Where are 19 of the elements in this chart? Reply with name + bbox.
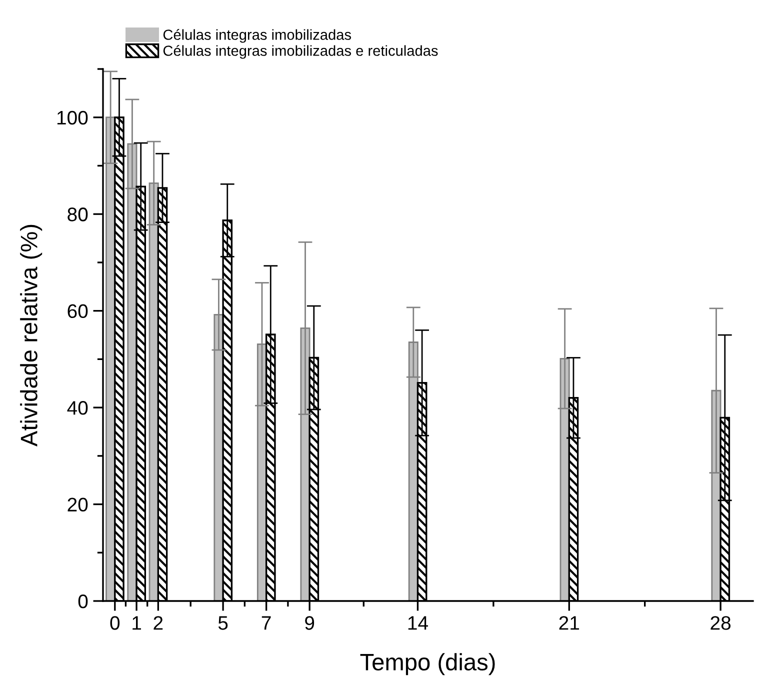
x-tick-label: 14 bbox=[408, 616, 428, 630]
y-tick-label: 20 bbox=[68, 498, 88, 512]
y-tick-label: 0 bbox=[78, 594, 88, 608]
y-tick-label: 100 bbox=[57, 110, 88, 125]
x-tick-label: 5 bbox=[218, 616, 228, 630]
x-tick-label: 21 bbox=[559, 616, 580, 630]
y-axis-title: Atividade relativa (%) bbox=[20, 224, 42, 446]
y-tick-label: 80 bbox=[68, 208, 88, 222]
x-axis-title: Tempo (dias) bbox=[360, 653, 495, 676]
x-tick-label: 28 bbox=[710, 616, 731, 630]
x-tick-label: 2 bbox=[154, 616, 163, 630]
y-tick-label: 40 bbox=[67, 401, 88, 415]
legend-label: Células integras imobilizadas bbox=[163, 29, 352, 43]
x-tick-label: 0 bbox=[110, 616, 120, 630]
legend-label: Células integras imobilizadas e reticuladas bbox=[163, 45, 438, 59]
x-tick-label: 1 bbox=[132, 616, 141, 630]
y-tick-label: 60 bbox=[68, 304, 88, 318]
x-tick-label: 9 bbox=[305, 616, 314, 630]
x-tick-label: 7 bbox=[262, 616, 271, 630]
